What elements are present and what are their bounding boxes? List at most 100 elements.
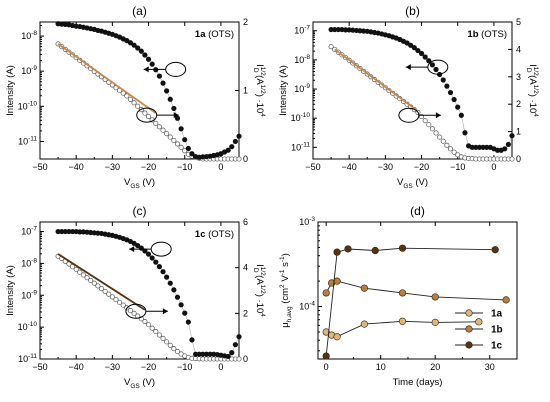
label-part: 4	[532, 113, 539, 117]
sample-annotation: 1b (OTS)	[467, 29, 507, 40]
sqrt-id-point	[178, 144, 184, 150]
label-part: GS	[130, 383, 140, 390]
label-part: -9	[31, 65, 37, 72]
sqrt-id-point	[142, 110, 148, 116]
sqrt-id-point	[160, 127, 166, 133]
series-point-1a	[398, 317, 407, 325]
label-part: -7	[304, 25, 310, 32]
intensity-point	[182, 137, 188, 143]
label-part: 10	[18, 101, 28, 111]
intensity-point	[145, 56, 152, 62]
series-point-1c	[344, 245, 352, 253]
y-tick-label: 10-7	[294, 25, 310, 36]
y2-tick-label: 0	[516, 154, 521, 164]
sqrt-id-point	[153, 329, 159, 335]
x-tick-label: −20	[414, 162, 429, 172]
sqrt-id-point	[164, 131, 170, 137]
label-part: 10	[291, 113, 301, 123]
label-part: GS	[130, 183, 140, 190]
label-part: 10	[294, 26, 304, 36]
sqrt-id-point	[160, 335, 166, 342]
label-part: 10	[299, 217, 309, 227]
x-tick-label: −30	[105, 162, 120, 172]
sqrt-id-point	[156, 332, 162, 338]
intensity-point	[207, 351, 213, 357]
sqrt-id-point	[77, 269, 83, 275]
intensity-point	[451, 96, 457, 103]
label-part: h,avg	[286, 306, 293, 322]
label-part: (A	[254, 273, 265, 286]
x-tick-label: −10	[450, 162, 465, 172]
panel-letter: (d)	[410, 204, 425, 218]
label-part: -1	[279, 269, 286, 275]
arrowhead-icon	[405, 64, 411, 71]
y2-tick-label: 0	[243, 154, 248, 164]
x-tick-label: 10	[376, 362, 386, 372]
sqrt-id-point	[171, 346, 177, 352]
intensity-point	[135, 45, 141, 51]
y2-tick-label: 2	[243, 17, 248, 27]
series-point-1b	[322, 289, 330, 297]
label-part: 10	[21, 258, 31, 268]
label-part: 10	[21, 31, 31, 41]
sqrt-id-point	[91, 280, 97, 286]
series-point-1b	[333, 277, 341, 285]
intensity-point	[178, 302, 184, 308]
x-tick-label: −10	[177, 362, 192, 372]
series-point-1c	[371, 246, 379, 255]
sqrt-id-point	[174, 348, 181, 355]
label-part: V	[124, 377, 131, 388]
label-part: -8	[304, 54, 310, 61]
label-part: D	[252, 268, 259, 273]
sqrt-id-point	[113, 297, 119, 303]
y2-tick-label: 3	[516, 72, 521, 82]
label-part: -3	[309, 216, 315, 223]
intensity-point	[203, 351, 210, 357]
y-tick-label: 10-3	[299, 216, 315, 227]
y-tick-label: 10-8	[21, 257, 37, 268]
sample-annotation: 1a (OTS)	[195, 29, 234, 40]
label-part: V	[280, 275, 291, 285]
label-part: (V)	[140, 377, 155, 388]
label-part: 1b	[467, 29, 478, 40]
intensity-point	[429, 62, 435, 68]
series-point-1b	[360, 284, 368, 292]
x-tick-label: 0	[491, 162, 496, 172]
intensity-point	[149, 255, 155, 261]
label-part: ) ·10	[254, 294, 265, 314]
intensity-point	[236, 133, 242, 139]
label-part: D	[252, 68, 259, 73]
sqrt-id-point	[156, 124, 162, 130]
sqrt-id-point	[509, 156, 515, 162]
label-part: (A	[527, 73, 538, 86]
legend-label: 1a	[491, 309, 503, 320]
intensity-point	[426, 58, 432, 64]
right-axis-label: I1/2D (A1/2) ·104	[252, 64, 266, 117]
sqrt-id-point	[142, 319, 148, 325]
intensity-point	[418, 50, 425, 57]
intensity-point	[156, 73, 162, 79]
x-tick-label: −30	[105, 362, 120, 372]
intensity-point	[178, 126, 184, 132]
y-tick-label: 10-10	[291, 112, 311, 123]
sqrt-id-point	[127, 96, 134, 102]
intensity-point	[182, 310, 188, 316]
y-axis-label: Intensity (A)	[5, 65, 16, 116]
label-part: 1/2	[259, 67, 266, 76]
y2-tick-label: 1	[243, 86, 248, 96]
arrowhead-icon	[435, 112, 441, 119]
label-part: V	[124, 177, 131, 188]
intensity-point	[415, 47, 421, 54]
intensity-point	[505, 141, 511, 148]
panel-c: −50 −40 −30 −20 −10 010-710-810-910-1010-1164…	[5, 204, 266, 390]
intensity-point	[473, 144, 479, 150]
intensity-point	[142, 52, 148, 58]
label-part: D	[525, 68, 532, 73]
intensity-point	[411, 45, 417, 51]
series-point-1c	[333, 248, 341, 256]
y-tick-label: 10-11	[18, 135, 37, 146]
y-tick-label: 10-9	[21, 289, 37, 300]
sqrt-id-point	[124, 93, 130, 99]
